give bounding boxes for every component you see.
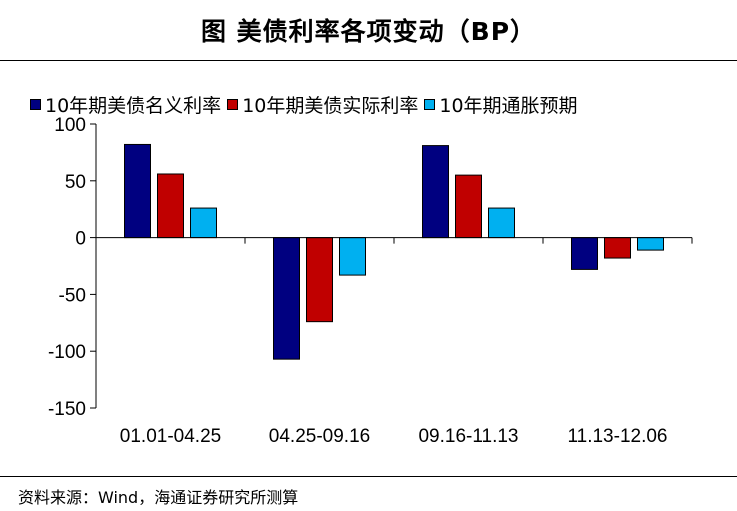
legend-item-nominal: 10年期美债名义利率 <box>30 91 221 118</box>
y-tick-label-5: -150 <box>48 399 86 420</box>
bar-series-1-cat-3 <box>604 237 631 259</box>
y-tick-label-3: -50 <box>59 285 86 306</box>
bar-series-1-cat-1 <box>306 237 333 323</box>
legend-swatch-inflation <box>424 98 436 110</box>
x-tick-label-2: 09.16-11.13 <box>418 426 518 447</box>
y-tick-label-4: -100 <box>48 342 86 363</box>
y-tick-label-0: 100 <box>54 115 86 136</box>
legend-label-nominal: 10年期美债名义利率 <box>45 94 222 117</box>
source-note: 资料来源：Wind，海通证券研究所测算 <box>18 488 299 507</box>
x-tick-label-1: 04.25-09.16 <box>269 426 370 447</box>
bar-series-0-cat-3 <box>571 237 598 270</box>
chart-legend: 10年期美债名义利率 10年期美债实际利率 10年期通胀预期 <box>30 91 584 118</box>
y-tick-label-2: 0 <box>75 229 86 250</box>
bar-series-0-cat-0 <box>124 143 151 239</box>
legend-label-inflation: 10年期通胀预期 <box>439 94 578 117</box>
legend-swatch-nominal <box>30 98 41 110</box>
legend-label-real: 10年期美债实际利率 <box>242 94 419 117</box>
bar-series-1-cat-2 <box>455 174 482 239</box>
x-tick-label-0: 01.01-04.25 <box>120 426 221 447</box>
y-tick-label-1: 50 <box>65 172 86 193</box>
bar-series-2-cat-3 <box>637 237 664 251</box>
x-tick-label-3: 11.13-12.06 <box>567 426 667 447</box>
chart-title: 图 美债利率各项变动（BP） <box>200 17 537 46</box>
source-divider <box>0 476 737 477</box>
bar-series-2-cat-2 <box>488 207 515 239</box>
title-divider <box>0 60 737 61</box>
bar-series-2-cat-0 <box>190 207 217 239</box>
bar-series-1-cat-0 <box>157 173 184 239</box>
legend-item-inflation: 10年期通胀预期 <box>424 91 578 118</box>
bar-series-0-cat-1 <box>273 237 300 360</box>
bar-series-0-cat-2 <box>422 145 449 239</box>
bar-series-2-cat-1 <box>339 237 366 276</box>
legend-item-real: 10年期美债实际利率 <box>227 91 418 118</box>
bar-chart: 100 50 0 -50 -100 -150 01.01-04.25 04.25-09.16 0… <box>48 115 693 447</box>
legend-swatch-real <box>227 98 239 110</box>
